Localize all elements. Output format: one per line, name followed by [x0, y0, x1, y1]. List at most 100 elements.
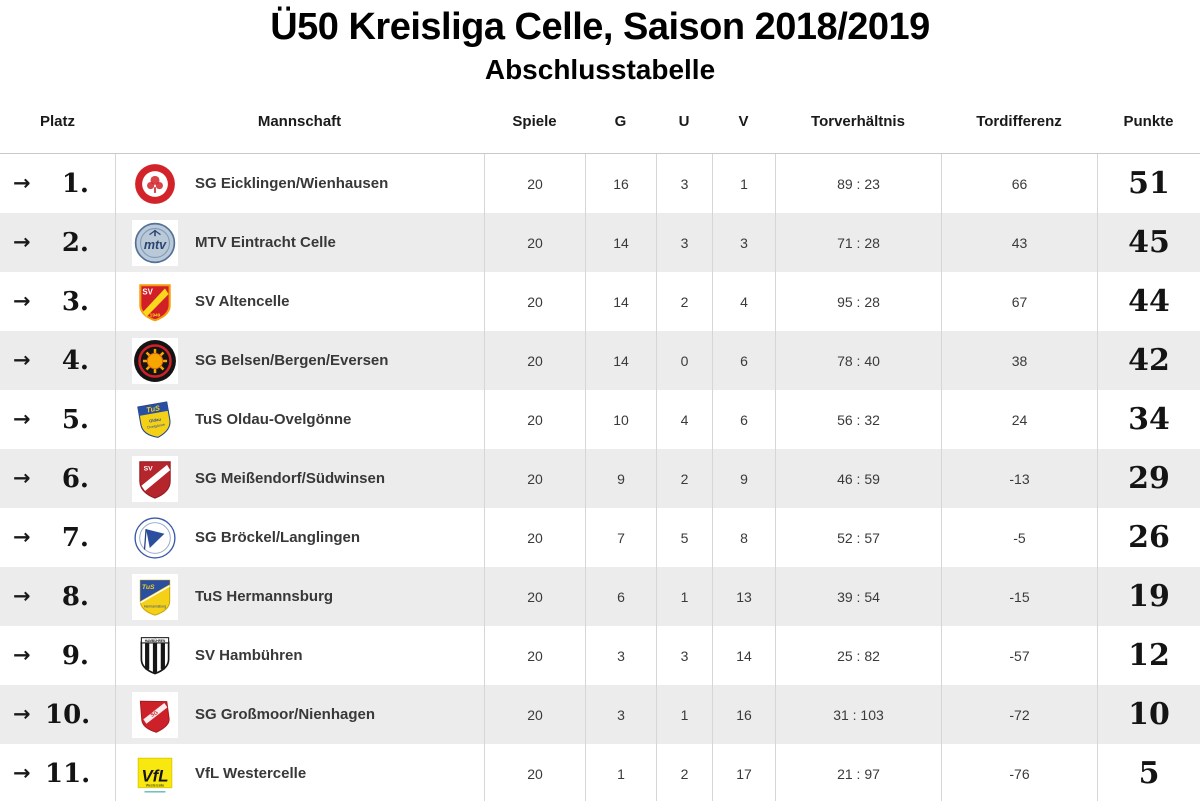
torverhaeltnis-value: 39 : 54 — [775, 567, 941, 626]
niederlagen-value: 6 — [712, 390, 775, 449]
unentschieden-value: 3 — [656, 213, 712, 272]
vfl-westercelle-logo-icon: VfL Westercelle — [132, 750, 178, 797]
siege-value: 7 — [585, 508, 656, 567]
sg-eicklingen-wienhausen-logo-icon — [132, 160, 178, 207]
tordifferenz-value: 38 — [941, 331, 1097, 390]
rank-label: 8. — [61, 581, 89, 612]
unentschieden-value: 4 — [656, 390, 712, 449]
rank-label: 11. — [45, 758, 91, 789]
column-header-u: U — [678, 113, 690, 130]
mannschaft-cell: TuS Hermannsburg TuS Hermannsburg — [115, 567, 484, 626]
team-name: SG Belsen/Bergen/Eversen — [195, 352, 389, 369]
siege-value: 14 — [585, 331, 656, 390]
siege-value: 1 — [585, 744, 656, 801]
trend-arrow-icon: → — [13, 289, 31, 313]
unentschieden-value: 5 — [656, 508, 712, 567]
tordifferenz-value: -57 — [941, 626, 1097, 685]
platz-cell: → 1. — [0, 154, 115, 213]
team-name: SG Großmoor/Nienhagen — [195, 706, 376, 723]
platz-cell: → 4. — [0, 331, 115, 390]
table-row: → 2. mtv MTV Eintracht Celle 20 14 3 3 7… — [0, 213, 1200, 272]
unentschieden-value: 3 — [656, 154, 712, 213]
trend-arrow-icon: → — [13, 171, 31, 195]
trend-arrow-icon: → — [13, 466, 31, 490]
trend-arrow-icon: → — [13, 761, 31, 785]
niederlagen-value: 13 — [712, 567, 775, 626]
spiele-value: 20 — [484, 272, 585, 331]
torverhaeltnis-value: 95 : 28 — [775, 272, 941, 331]
trend-arrow-icon: → — [13, 407, 31, 431]
trend-arrow-icon: → — [13, 525, 31, 549]
tordifferenz-value: -13 — [941, 449, 1097, 508]
rank-label: 7. — [61, 522, 89, 553]
unentschieden-value: 3 — [656, 626, 712, 685]
rank-label: 5. — [61, 404, 89, 435]
platz-cell: → 5. — [0, 390, 115, 449]
table-row: → 7. SG Bröckel/Langlingen 20 7 5 8 52 :… — [0, 508, 1200, 567]
team-name: TuS Hermannsburg — [195, 588, 334, 605]
torverhaeltnis-value: 21 : 97 — [775, 744, 941, 801]
siege-value: 3 — [585, 626, 656, 685]
platz-cell: → 6. — [0, 449, 115, 508]
torverhaeltnis-value: 25 : 82 — [775, 626, 941, 685]
punkte-value: 12 — [1097, 626, 1200, 685]
rank-label: 2. — [61, 227, 89, 258]
team-name: MTV Eintracht Celle — [195, 234, 336, 251]
siege-value: 14 — [585, 272, 656, 331]
punkte-value: 51 — [1097, 154, 1200, 213]
mannschaft-cell: HAMBÜHREN SV Hambühren — [115, 626, 484, 685]
mannschaft-cell: TuS Oldau Ovelgönne TuS Oldau-Ovelgönne — [115, 390, 484, 449]
torverhaeltnis-value: 89 : 23 — [775, 154, 941, 213]
tordifferenz-value: -76 — [941, 744, 1097, 801]
tus-oldau-ovelgoenne-logo-icon: TuS Oldau Ovelgönne — [132, 396, 178, 443]
tordifferenz-value: 66 — [941, 154, 1097, 213]
niederlagen-value: 9 — [712, 449, 775, 508]
unentschieden-value: 2 — [656, 449, 712, 508]
torverhaeltnis-value: 46 : 59 — [775, 449, 941, 508]
punkte-value: 45 — [1097, 213, 1200, 272]
column-header-punkte: Punkte — [1123, 113, 1174, 130]
unentschieden-value: 2 — [656, 744, 712, 801]
spiele-value: 20 — [484, 626, 585, 685]
table-row: → 1. SG Eicklingen/Wienhausen 20 16 3 1 … — [0, 154, 1200, 213]
sv-altencelle-logo-icon: SV 1949 — [132, 278, 178, 325]
table-body: → 1. SG Eicklingen/Wienhausen 20 16 3 1 … — [0, 154, 1200, 801]
team-name: SG Eicklingen/Wienhausen — [195, 175, 389, 192]
trend-arrow-icon: → — [13, 348, 31, 372]
spiele-value: 20 — [484, 213, 585, 272]
torverhaeltnis-value: 31 : 103 — [775, 685, 941, 744]
mannschaft-cell: SV SG Meißendorf/Südwinsen — [115, 449, 484, 508]
mannschaft-cell: SV 1949 SV Altencelle — [115, 272, 484, 331]
table-row: → 3. SV 1949 SV Altencelle 20 14 2 4 95 :… — [0, 272, 1200, 331]
rank-label: 6. — [61, 463, 89, 494]
siege-value: 14 — [585, 213, 656, 272]
tordifferenz-value: 24 — [941, 390, 1097, 449]
punkte-value: 10 — [1097, 685, 1200, 744]
team-name: SV Altencelle — [195, 293, 290, 310]
svg-text:TuS: TuS — [142, 584, 155, 591]
torverhaeltnis-value: 71 : 28 — [775, 213, 941, 272]
table-row: → 10. SG SG Großmoor/Nienhagen 20 3 1 16… — [0, 685, 1200, 744]
table-row: → 6. SV SG Meißendorf/Südwinsen 20 9 2 9… — [0, 449, 1200, 508]
niederlagen-value: 8 — [712, 508, 775, 567]
tordifferenz-value: -15 — [941, 567, 1097, 626]
siege-value: 9 — [585, 449, 656, 508]
spiele-value: 20 — [484, 567, 585, 626]
page-subtitle: Abschlusstabelle — [484, 54, 716, 85]
unentschieden-value: 1 — [656, 567, 712, 626]
platz-cell: → 8. — [0, 567, 115, 626]
mannschaft-cell: SG Eicklingen/Wienhausen — [115, 154, 484, 213]
rank-label: 4. — [61, 345, 89, 376]
svg-text:Ovelgönne: Ovelgönne — [147, 422, 166, 429]
svg-text:1949: 1949 — [150, 312, 161, 318]
mtv-eintracht-celle-logo-icon: mtv — [132, 219, 178, 266]
torverhaeltnis-value: 52 : 57 — [775, 508, 941, 567]
punkte-value: 44 — [1097, 272, 1200, 331]
platz-cell: → 3. — [0, 272, 115, 331]
unentschieden-value: 2 — [656, 272, 712, 331]
punkte-value: 19 — [1097, 567, 1200, 626]
platz-cell: → 2. — [0, 213, 115, 272]
column-header-v: V — [738, 113, 749, 130]
column-header-platz: Platz — [39, 113, 75, 130]
